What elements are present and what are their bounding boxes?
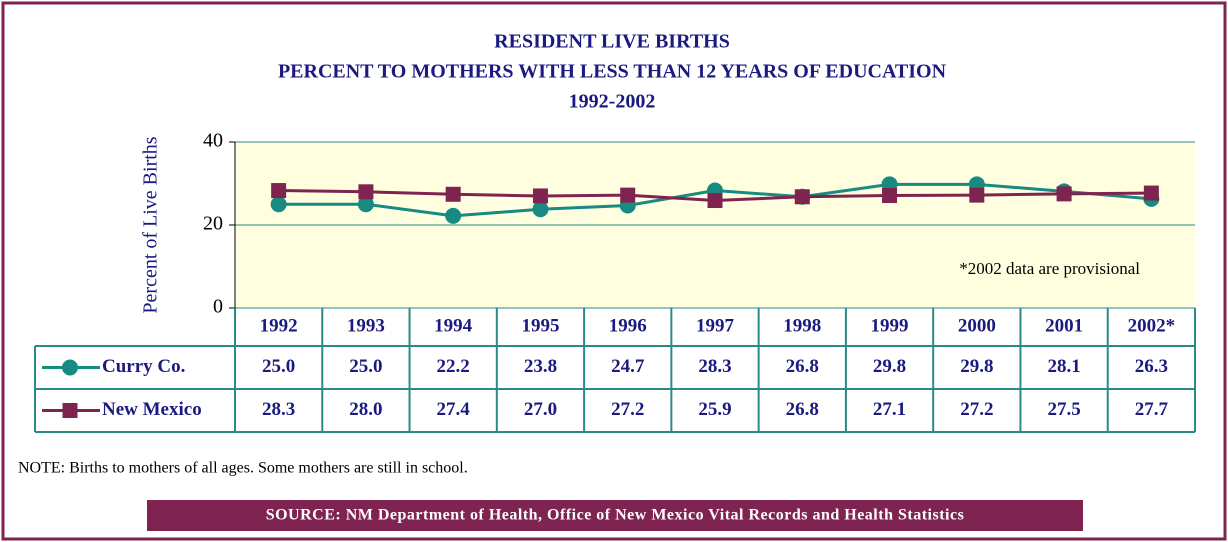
note: NOTE: Births to mothers of all ages. Som… [18, 460, 468, 477]
value-label: 28.3 [698, 356, 731, 377]
y-tick-label: 0 [213, 296, 223, 318]
value-label: 26.3 [1135, 356, 1168, 377]
point [969, 187, 985, 203]
value-label: 27.7 [1135, 399, 1169, 420]
point [707, 193, 723, 209]
value-label: 27.5 [1047, 399, 1080, 420]
value-label: 22.2 [437, 356, 470, 377]
y-axis-label: Percent of Live Births [140, 136, 162, 313]
value-label: 26.8 [786, 399, 819, 420]
source: SOURCE: NM Department of Health, Office … [266, 507, 965, 524]
x-tick-label: 1992 [260, 315, 298, 336]
x-tick-label: 1995 [521, 315, 559, 336]
legend-label: New Mexico [102, 399, 202, 420]
value-label: 26.8 [786, 356, 819, 377]
value-label: 25.9 [698, 399, 731, 420]
point [620, 187, 636, 203]
point [445, 207, 462, 224]
value-label: 23.8 [524, 356, 557, 377]
chart-title: PERCENT TO MOTHERS WITH LESS THAN 12 YEA… [278, 61, 947, 83]
value-label: 24.7 [611, 356, 645, 377]
legend-marker [62, 359, 78, 376]
point [794, 189, 810, 205]
value-label: 28.0 [349, 399, 382, 420]
point [270, 196, 287, 213]
point [532, 188, 548, 204]
x-tick-label: 1996 [609, 315, 647, 336]
value-label: 27.0 [524, 399, 557, 420]
legend-marker [62, 403, 78, 418]
x-tick-label: 2001 [1045, 315, 1083, 336]
point [357, 196, 374, 213]
y-tick-label: 20 [203, 213, 223, 235]
source-box [147, 500, 1083, 531]
point [532, 201, 549, 218]
value-label: 29.8 [960, 356, 993, 377]
point [271, 183, 287, 199]
point [882, 188, 898, 204]
point [445, 186, 461, 202]
point [1056, 186, 1072, 202]
value-label: 29.8 [873, 356, 906, 377]
x-tick-label: 1994 [434, 315, 473, 336]
annotation: *2002 data are provisional [959, 259, 1140, 278]
x-tick-label: 2000 [958, 315, 996, 336]
x-tick-label: 2002* [1128, 315, 1176, 336]
chart-title: RESIDENT LIVE BIRTHS [494, 31, 730, 53]
x-tick-label: 1993 [347, 315, 385, 336]
value-label: 27.4 [437, 399, 471, 420]
point [1143, 185, 1159, 201]
point [358, 184, 374, 200]
x-tick-label: 1998 [783, 315, 821, 336]
value-label: 28.1 [1047, 356, 1080, 377]
value-label: 27.2 [611, 399, 644, 420]
value-label: 28.3 [262, 399, 295, 420]
value-label: 27.2 [960, 399, 993, 420]
legend-label: Curry Co. [102, 356, 185, 377]
x-tick-label: 1997 [696, 315, 735, 336]
chart-title: 1992-2002 [569, 91, 656, 113]
value-label: 27.1 [873, 399, 906, 420]
x-tick-label: 1999 [871, 315, 909, 336]
value-label: 25.0 [262, 356, 295, 377]
value-label: 25.0 [349, 356, 382, 377]
y-tick-label: 40 [203, 130, 223, 152]
